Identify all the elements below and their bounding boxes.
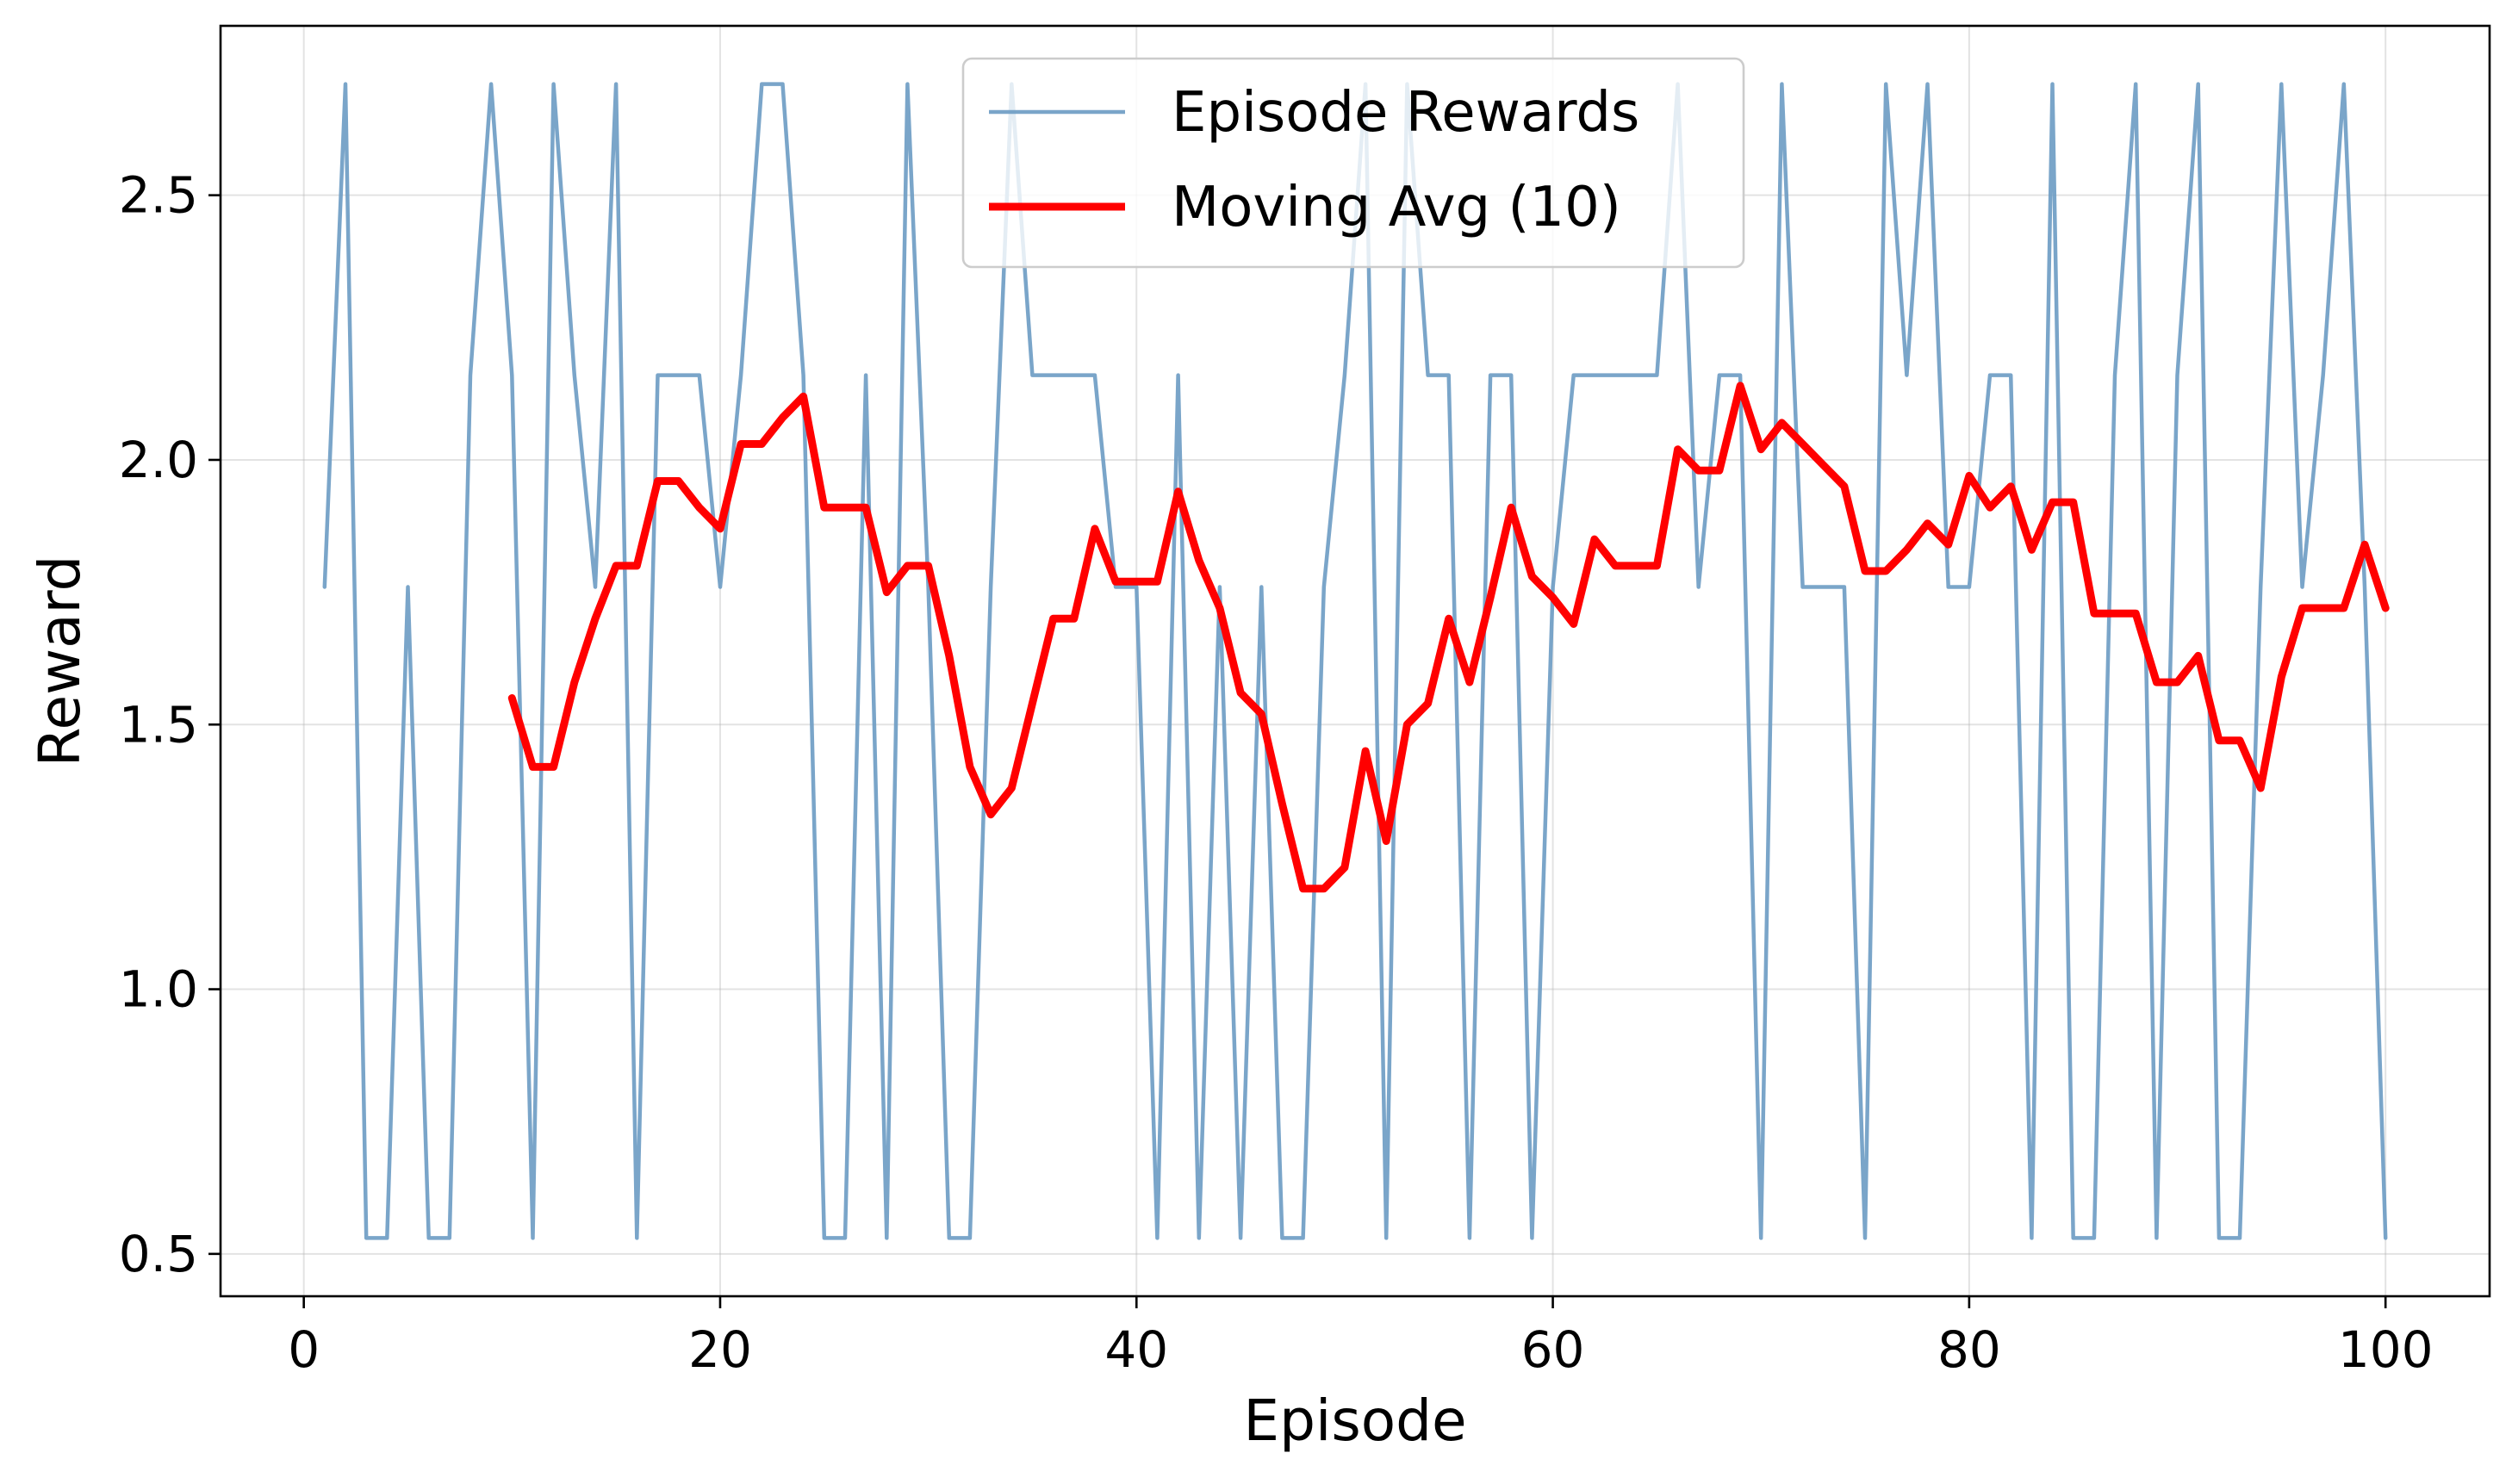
y-tick-label: 2.5 [119,166,198,225]
legend-label-episode-rewards: Episode Rewards [1172,81,1639,145]
y-tick-label: 1.0 [119,960,198,1019]
x-tick-label: 0 [288,1320,320,1379]
x-axis-ticks: 0 20 40 60 80 100 [288,1296,2434,1379]
y-tick-label: 2.0 [119,431,198,489]
x-tick-label: 20 [688,1320,752,1379]
y-axis-label: Reward [27,556,93,767]
x-tick-label: 60 [1521,1320,1585,1379]
x-tick-label: 80 [1937,1320,2001,1379]
x-tick-label: 40 [1104,1320,1168,1379]
y-tick-label: 0.5 [119,1225,198,1283]
plot-frame [219,24,2491,1298]
y-axis-ticks: 0.5 1.0 1.5 2.0 2.5 [119,166,221,1283]
x-axis-label: Episode [1243,1388,1466,1454]
legend-box [961,57,1745,269]
legend-label-moving-avg: Moving Avg (10) [1172,176,1621,239]
x-tick-label: 100 [2338,1320,2434,1379]
y-tick-label: 1.5 [119,695,198,754]
series-line-moving-avg [507,382,2390,893]
legend: Episode Rewards Moving Avg (10) [961,57,1745,269]
